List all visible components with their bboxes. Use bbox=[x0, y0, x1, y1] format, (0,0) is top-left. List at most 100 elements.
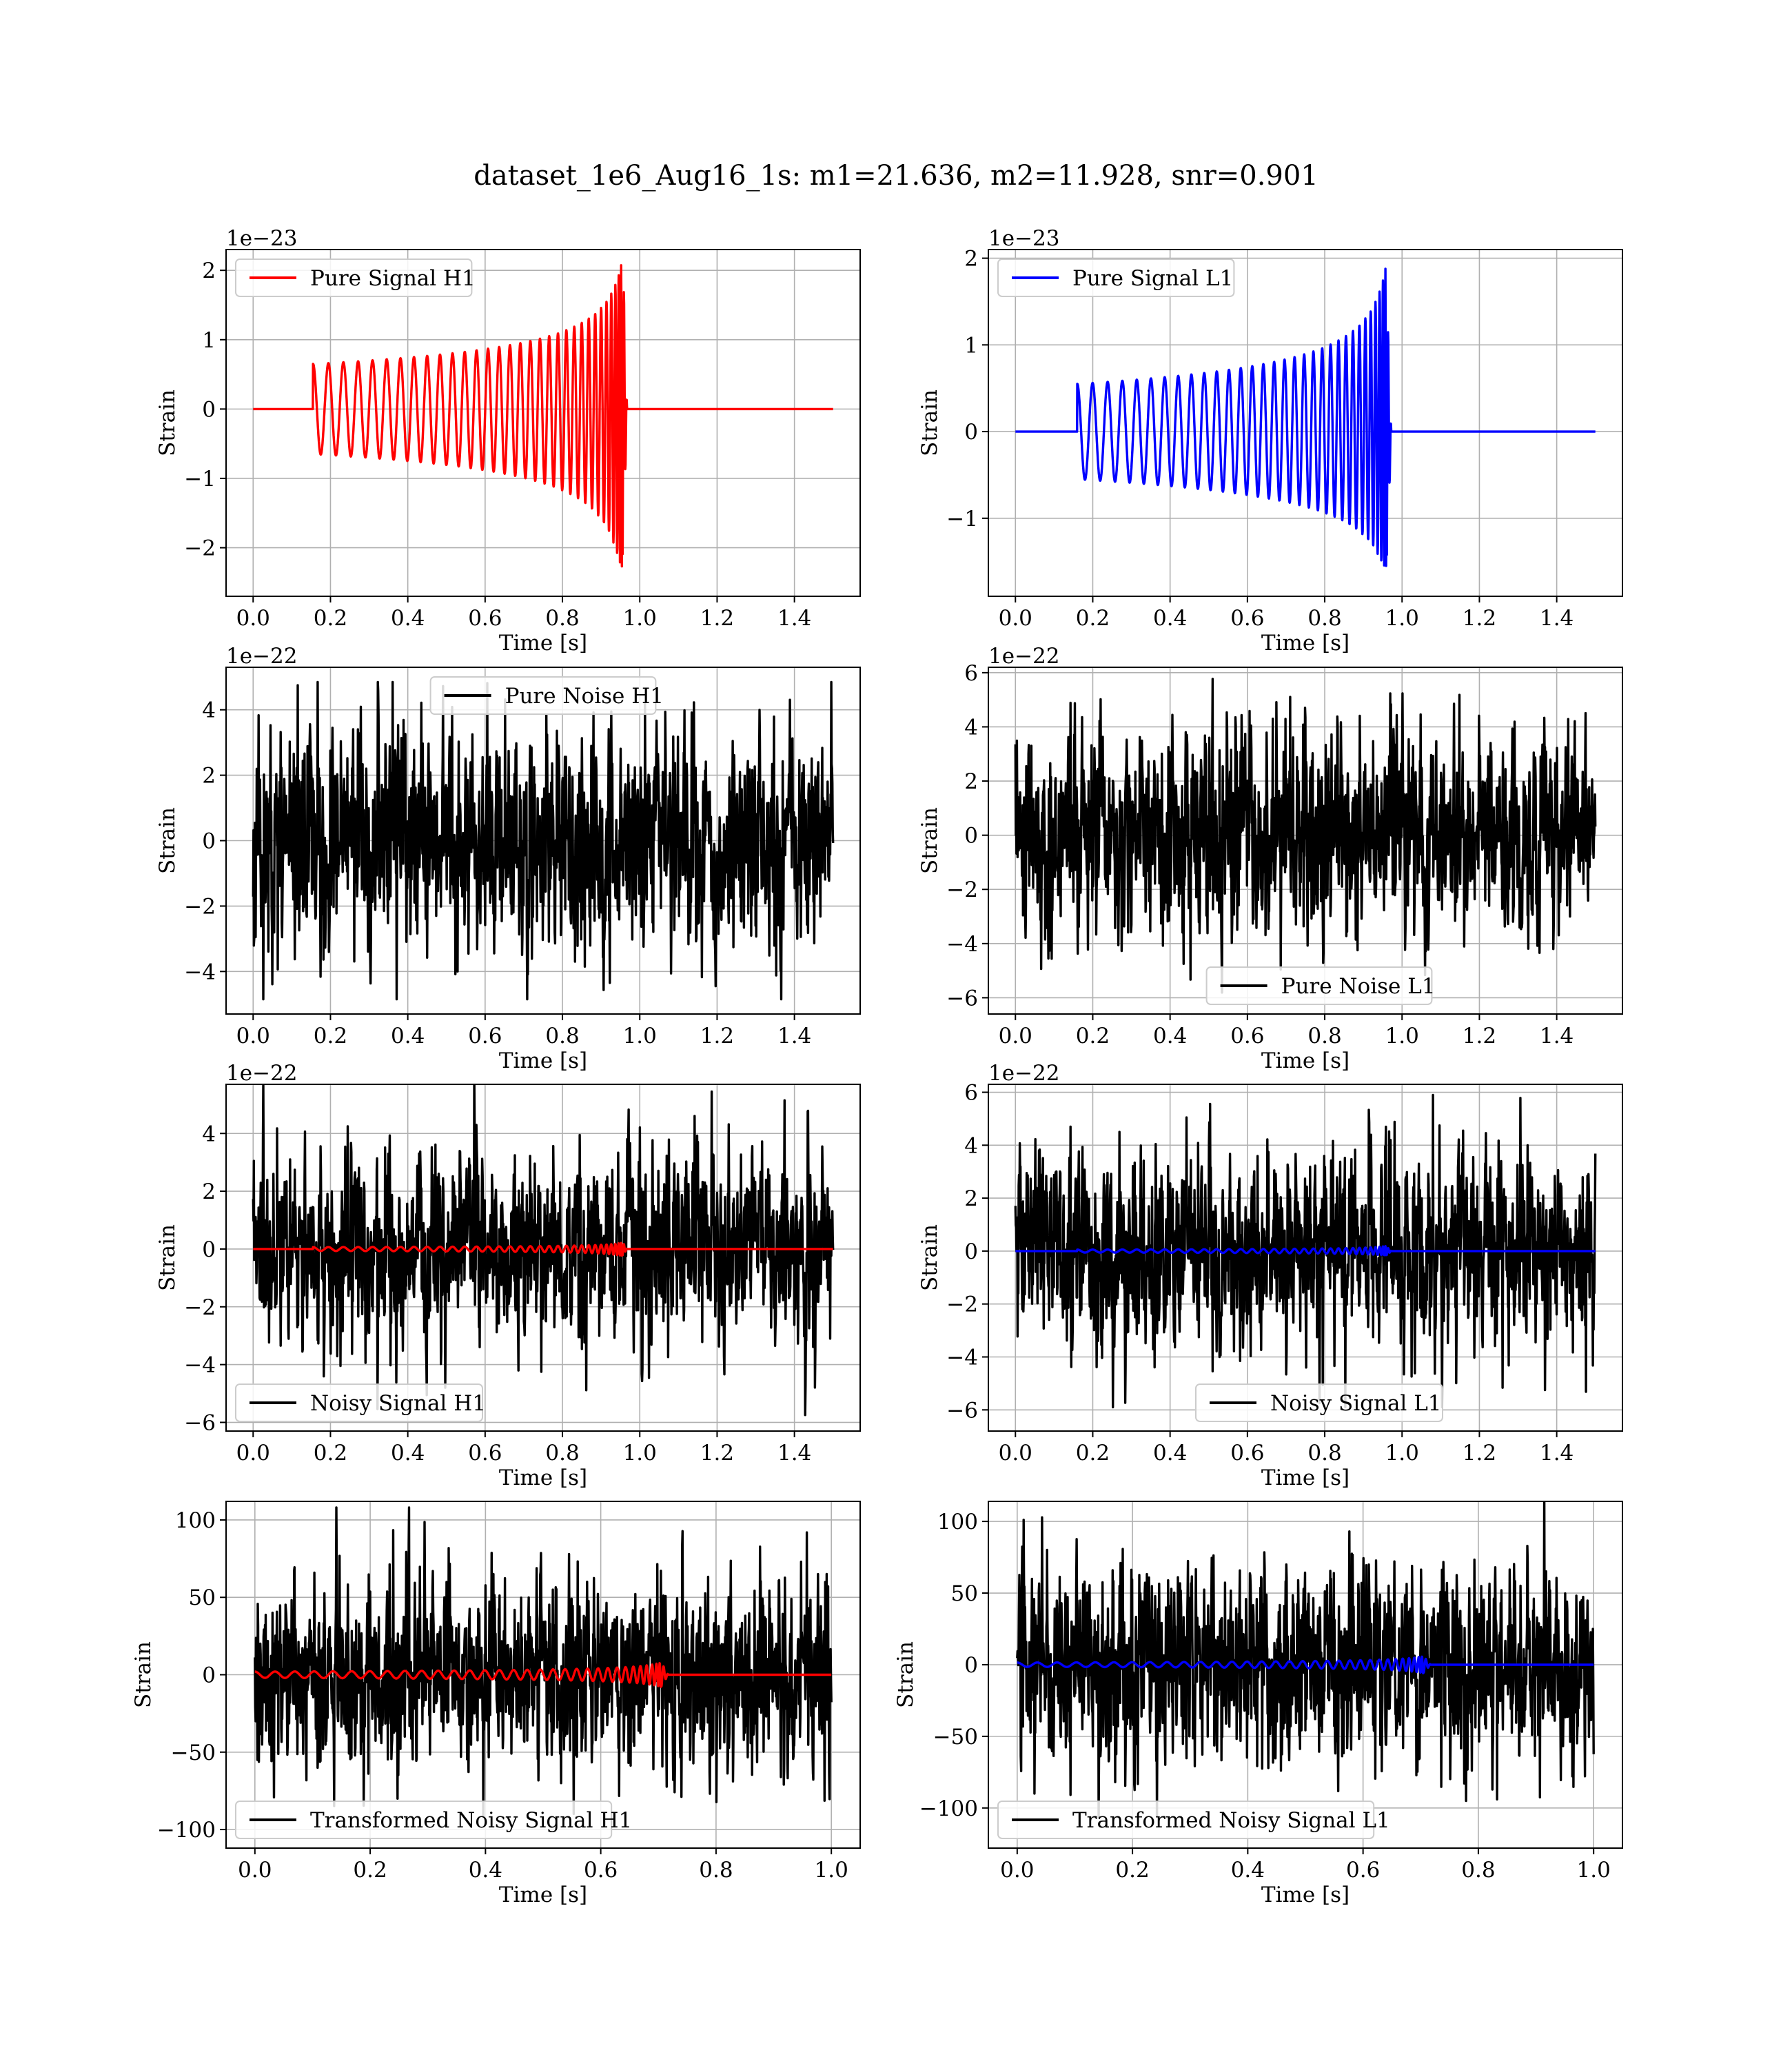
x-tick-label: 0.0 bbox=[236, 1441, 270, 1466]
plot-area bbox=[252, 680, 835, 1001]
legend-entry: Pure Signal H1 bbox=[310, 266, 476, 291]
x-tick-label: 0.0 bbox=[999, 606, 1032, 631]
y-axis-label: Strain bbox=[917, 1224, 942, 1291]
series-line-noisy-signal-h1 bbox=[252, 1084, 835, 1417]
y-tick-label: −6 bbox=[946, 986, 978, 1011]
offset-label: 1e−23 bbox=[226, 226, 298, 251]
y-tick-label: 1 bbox=[202, 328, 216, 353]
x-axis-label: Time [s] bbox=[499, 1883, 587, 1907]
y-tick-label: 0 bbox=[964, 1653, 978, 1678]
y-tick-label: 2 bbox=[202, 258, 216, 283]
legend-box bbox=[997, 1801, 1375, 1839]
x-tick-label: 0.6 bbox=[468, 1024, 502, 1048]
y-tick-label: −2 bbox=[184, 536, 216, 561]
y-tick-label: −4 bbox=[946, 1345, 978, 1370]
x-tick-label: 0.0 bbox=[999, 1024, 1032, 1048]
y-tick-label: 50 bbox=[189, 1585, 216, 1610]
offset-label: 1e−22 bbox=[988, 644, 1060, 669]
axes-frame bbox=[225, 249, 861, 597]
legend-entry: Transformed Noisy Signal L1 bbox=[1072, 1808, 1390, 1833]
legend: Noisy Signal H1 bbox=[235, 1383, 486, 1422]
x-tick-label: 0.6 bbox=[1230, 1441, 1264, 1466]
y-tick-label: 100 bbox=[937, 1510, 978, 1534]
plot-area bbox=[252, 1084, 835, 1417]
y-axis-label: Strain bbox=[917, 807, 942, 874]
legend-box bbox=[235, 258, 473, 297]
y-tick-label: −100 bbox=[157, 1818, 216, 1843]
y-axis-label: Strain bbox=[155, 1224, 180, 1291]
y-tick-label: 2 bbox=[202, 1179, 216, 1204]
x-tick-label: 1.0 bbox=[1385, 1024, 1419, 1048]
x-tick-label: 0.2 bbox=[1076, 1441, 1110, 1466]
axes-frame bbox=[988, 1501, 1623, 1849]
x-tick-label: 0.0 bbox=[1000, 1858, 1034, 1883]
x-tick-label: 0.8 bbox=[545, 606, 579, 631]
y-tick-label: 2 bbox=[964, 769, 978, 794]
y-tick-label: 0 bbox=[202, 1237, 216, 1262]
y-tick-label: −4 bbox=[946, 932, 978, 957]
x-tick-label: 0.8 bbox=[699, 1858, 733, 1883]
subplot-transformed-noisy-signal-l1: 0.0 0.2 0.4 0.6 0.8 1.0 −100 −50 0 50 100 Time [s] S… bbox=[893, 1501, 1623, 1907]
x-tick-label: 0.6 bbox=[1230, 606, 1264, 631]
y-tick-label: −4 bbox=[184, 1353, 216, 1378]
x-tick-label: 0.6 bbox=[1346, 1858, 1380, 1883]
offset-label: 1e−22 bbox=[226, 1061, 298, 1086]
x-tick-label: 0.6 bbox=[584, 1858, 618, 1883]
x-tick-label: 0.2 bbox=[314, 1024, 347, 1048]
y-axis-label: Strain bbox=[893, 1641, 918, 1708]
series-line-chirp-overlay bbox=[1014, 1245, 1597, 1257]
plot-area bbox=[1014, 267, 1597, 567]
y-tick-label: −6 bbox=[184, 1410, 216, 1435]
y-axis-label: Strain bbox=[155, 807, 180, 874]
series-line-transformed-noisy-signal-h1 bbox=[254, 1506, 833, 1818]
y-tick-label: −1 bbox=[946, 507, 978, 531]
x-tick-label: 0.0 bbox=[236, 606, 270, 631]
y-axis-label: Strain bbox=[155, 389, 180, 456]
subplot-grid: 0.0 0.2 0.4 0.6 0.8 1.0 1.2 1.4 −2 −1 0 1 2 Time [s] S… bbox=[131, 226, 1623, 1907]
plot-area bbox=[1016, 1501, 1595, 1819]
offset-label: 1e−22 bbox=[226, 644, 298, 669]
x-tick-label: 1.2 bbox=[1463, 1024, 1496, 1048]
y-tick-label: 0 bbox=[202, 397, 216, 422]
y-tick-label: −2 bbox=[946, 1292, 978, 1317]
series-line-pure-noise-l1 bbox=[1014, 678, 1597, 994]
axes-frame bbox=[988, 1084, 1623, 1432]
x-tick-label: 1.4 bbox=[777, 1024, 811, 1048]
x-axis-label: Time [s] bbox=[499, 631, 587, 656]
y-tick-label: −2 bbox=[184, 894, 216, 919]
legend-entry: Transformed Noisy Signal H1 bbox=[310, 1808, 632, 1833]
legend-box bbox=[1205, 966, 1433, 1005]
x-tick-label: 0.2 bbox=[1076, 606, 1110, 631]
x-axis-label: Time [s] bbox=[1261, 1048, 1350, 1073]
y-tick-label: 6 bbox=[964, 1081, 978, 1106]
x-tick-label: 0.8 bbox=[1461, 1858, 1495, 1883]
x-tick-label: 0.8 bbox=[1307, 1441, 1341, 1466]
x-tick-label: 1.0 bbox=[1385, 606, 1419, 631]
x-tick-label: 1.2 bbox=[1463, 1441, 1496, 1466]
y-tick-label: 1 bbox=[964, 333, 978, 358]
legend: Pure Noise L1 bbox=[1205, 966, 1436, 1005]
legend-box bbox=[1195, 1383, 1443, 1422]
y-tick-label: 0 bbox=[964, 1239, 978, 1264]
y-tick-label: 0 bbox=[202, 1663, 216, 1688]
x-tick-label: 0.2 bbox=[1076, 1024, 1110, 1048]
axes-frame bbox=[988, 249, 1623, 597]
x-axis-label: Time [s] bbox=[499, 1466, 587, 1490]
series-line-pure-signal-l1 bbox=[1014, 267, 1597, 567]
plot-area bbox=[254, 1506, 833, 1818]
subplot-pure-signal-l1: 0.0 0.2 0.4 0.6 0.8 1.0 1.2 1.4 −1 0 1 2 Time [s] Str… bbox=[917, 226, 1623, 656]
x-axis-label: Time [s] bbox=[1261, 1883, 1350, 1907]
x-tick-label: 0.4 bbox=[469, 1858, 502, 1883]
series-line-pure-noise-h1 bbox=[252, 680, 835, 1001]
y-tick-label: 100 bbox=[175, 1508, 216, 1533]
x-tick-label: 1.2 bbox=[700, 1441, 734, 1466]
x-tick-label: 0.0 bbox=[999, 1441, 1032, 1466]
plot-area bbox=[252, 264, 835, 568]
series-line-chirp-overlay bbox=[252, 1241, 835, 1257]
series-line-chirp-overlay bbox=[254, 1662, 833, 1688]
x-tick-label: 0.8 bbox=[1307, 1024, 1341, 1048]
x-tick-label: 0.0 bbox=[236, 1024, 270, 1048]
y-tick-label: −4 bbox=[184, 960, 216, 984]
y-tick-label: 4 bbox=[202, 1122, 216, 1146]
